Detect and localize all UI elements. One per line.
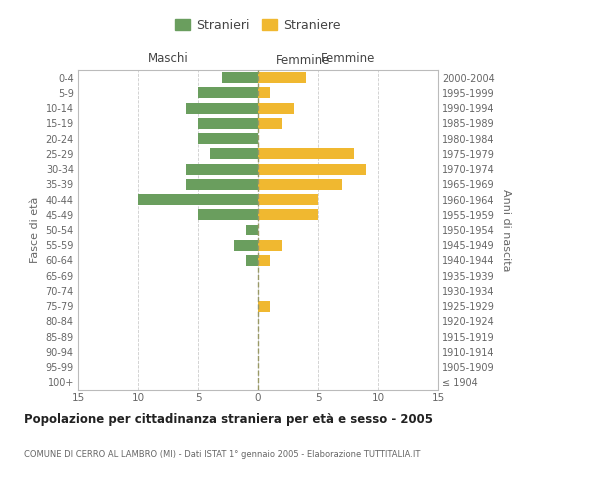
Y-axis label: Anni di nascita: Anni di nascita [500,188,511,271]
Legend: Stranieri, Straniere: Stranieri, Straniere [170,14,346,37]
Bar [258,118,282,129]
Bar [258,102,294,114]
Bar [258,240,282,250]
Bar [258,194,318,205]
Bar [198,88,258,99]
Bar [186,179,258,190]
Bar [258,148,354,160]
Bar [246,255,258,266]
Bar [198,210,258,220]
Bar [246,224,258,235]
Bar [258,210,318,220]
Bar [138,194,258,205]
Bar [186,164,258,174]
Bar [258,179,342,190]
Text: COMUNE DI CERRO AL LAMBRO (MI) - Dati ISTAT 1° gennaio 2005 - Elaborazione TUTTI: COMUNE DI CERRO AL LAMBRO (MI) - Dati IS… [24,450,421,459]
Bar [258,164,366,174]
Bar [186,102,258,114]
Bar [258,88,270,99]
Bar [258,72,306,83]
Bar [234,240,258,250]
Bar [222,72,258,83]
Text: Femmine: Femmine [276,54,330,67]
Bar [198,118,258,129]
Bar [258,300,270,312]
Text: Maschi: Maschi [148,52,188,65]
Bar [198,133,258,144]
Y-axis label: Fasce di età: Fasce di età [30,197,40,263]
Text: Femmine: Femmine [321,52,375,65]
Bar [258,255,270,266]
Text: Popolazione per cittadinanza straniera per età e sesso - 2005: Popolazione per cittadinanza straniera p… [24,412,433,426]
Bar [210,148,258,160]
